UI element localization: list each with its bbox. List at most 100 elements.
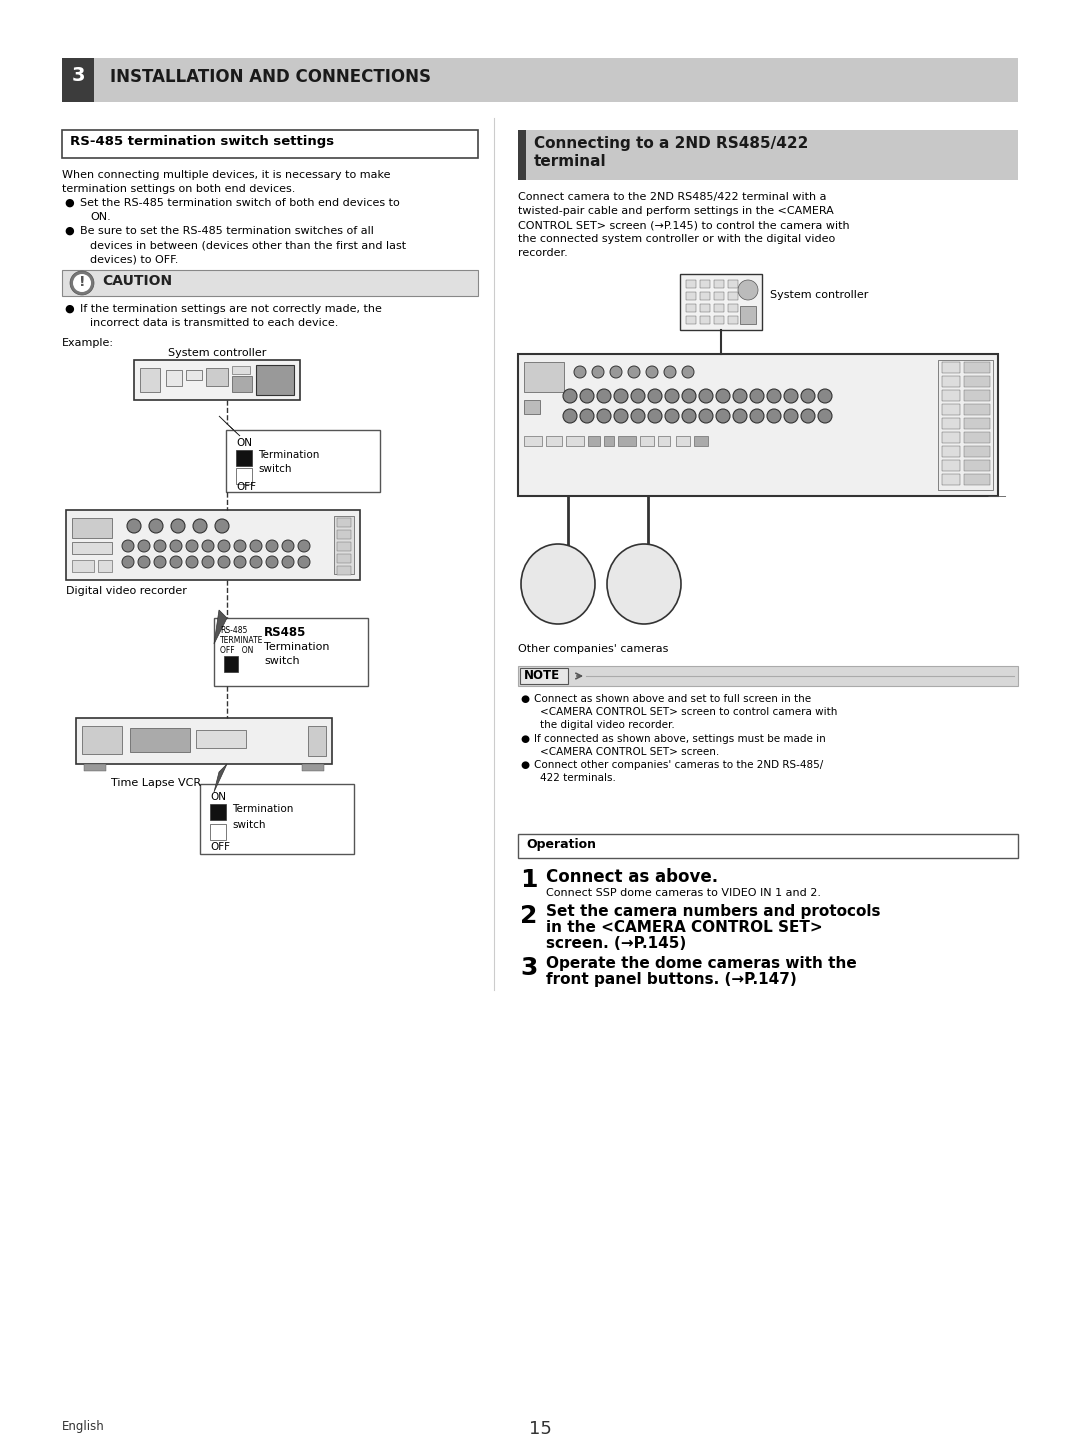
Circle shape (801, 390, 815, 403)
Bar (62, 129, 478, 158)
Circle shape (73, 273, 91, 292)
Bar (700, 292, 710, 300)
Bar (604, 436, 615, 446)
Text: English: English (62, 1421, 105, 1434)
Circle shape (716, 409, 730, 423)
Text: ●: ● (64, 225, 73, 236)
Bar (536, 576, 580, 592)
Text: ON: ON (237, 438, 252, 448)
Circle shape (70, 270, 94, 295)
Text: ●: ● (64, 198, 73, 208)
Bar (686, 292, 696, 300)
Text: INSTALLATION AND CONNECTIONS: INSTALLATION AND CONNECTIONS (110, 68, 431, 86)
Circle shape (234, 539, 246, 553)
Bar (588, 436, 600, 446)
Bar (714, 281, 724, 288)
Bar (72, 518, 112, 538)
Bar (942, 390, 960, 401)
Bar (942, 474, 960, 486)
Bar (546, 436, 562, 446)
Circle shape (738, 281, 758, 300)
Bar (964, 390, 990, 401)
Circle shape (750, 409, 764, 423)
Polygon shape (214, 763, 227, 792)
Bar (728, 281, 738, 288)
Bar (686, 304, 696, 313)
Bar (237, 449, 252, 465)
Circle shape (615, 409, 627, 423)
Text: TERMINATE: TERMINATE (220, 635, 264, 646)
Bar (686, 316, 696, 324)
Circle shape (171, 519, 185, 534)
Bar (518, 666, 1018, 686)
Bar (62, 270, 478, 297)
Text: Termination: Termination (232, 804, 294, 814)
Bar (214, 618, 368, 686)
Text: Other companies' cameras: Other companies' cameras (518, 644, 669, 654)
Circle shape (818, 409, 832, 423)
Text: devices in between (devices other than the first and last: devices in between (devices other than t… (90, 240, 406, 250)
Text: Connect camera to the 2ND RS485/422 terminal with a: Connect camera to the 2ND RS485/422 term… (518, 192, 826, 202)
Bar (964, 377, 990, 387)
Bar (700, 304, 710, 313)
Bar (964, 362, 990, 374)
Bar (524, 400, 540, 414)
Text: switch: switch (258, 464, 292, 474)
Circle shape (681, 390, 696, 403)
Bar (72, 560, 94, 571)
Text: 2: 2 (519, 904, 538, 928)
Text: Connect other companies' cameras to the 2ND RS-485/: Connect other companies' cameras to the … (534, 760, 823, 771)
Bar (518, 129, 526, 180)
Circle shape (170, 555, 183, 569)
Bar (72, 542, 112, 554)
Bar (337, 554, 351, 563)
Bar (942, 377, 960, 387)
Text: switch: switch (264, 656, 299, 666)
Bar (232, 366, 249, 374)
Circle shape (631, 409, 645, 423)
Text: screen. (→P.145): screen. (→P.145) (546, 936, 686, 951)
Text: Example:: Example: (62, 337, 114, 348)
Ellipse shape (521, 544, 595, 624)
Circle shape (249, 539, 262, 553)
Circle shape (784, 390, 798, 403)
Circle shape (138, 555, 150, 569)
Text: OFF: OFF (210, 842, 230, 852)
Text: the digital video recorder.: the digital video recorder. (540, 720, 675, 730)
Bar (942, 417, 960, 429)
Text: termination settings on both end devices.: termination settings on both end devices… (62, 185, 295, 193)
Bar (195, 730, 246, 747)
Text: If connected as shown above, settings must be made in: If connected as shown above, settings mu… (534, 734, 826, 744)
Bar (964, 404, 990, 414)
Circle shape (234, 555, 246, 569)
Text: RS485: RS485 (264, 627, 307, 638)
Bar (206, 368, 228, 385)
Circle shape (818, 390, 832, 403)
Circle shape (733, 409, 747, 423)
Text: CONTROL SET> screen (→P.145) to control the camera with: CONTROL SET> screen (→P.145) to control … (518, 220, 850, 230)
Bar (622, 576, 666, 592)
Bar (964, 474, 990, 486)
Circle shape (681, 366, 694, 378)
Circle shape (801, 409, 815, 423)
Bar (82, 726, 122, 755)
Bar (140, 368, 160, 393)
Circle shape (580, 409, 594, 423)
Text: recorder.: recorder. (518, 249, 568, 257)
Bar (232, 377, 252, 393)
Text: ON: ON (210, 792, 226, 803)
Text: !: ! (79, 275, 85, 289)
Bar (226, 430, 380, 491)
Circle shape (282, 555, 294, 569)
Text: System controller: System controller (167, 348, 266, 358)
Text: the connected system controller or with the digital video: the connected system controller or with … (518, 234, 835, 244)
Bar (964, 432, 990, 443)
Text: 1: 1 (519, 868, 538, 891)
Circle shape (573, 366, 586, 378)
Bar (714, 292, 724, 300)
Bar (942, 362, 960, 374)
Bar (676, 436, 690, 446)
Bar (964, 459, 990, 471)
Text: ON.: ON. (90, 212, 111, 222)
Bar (728, 304, 738, 313)
